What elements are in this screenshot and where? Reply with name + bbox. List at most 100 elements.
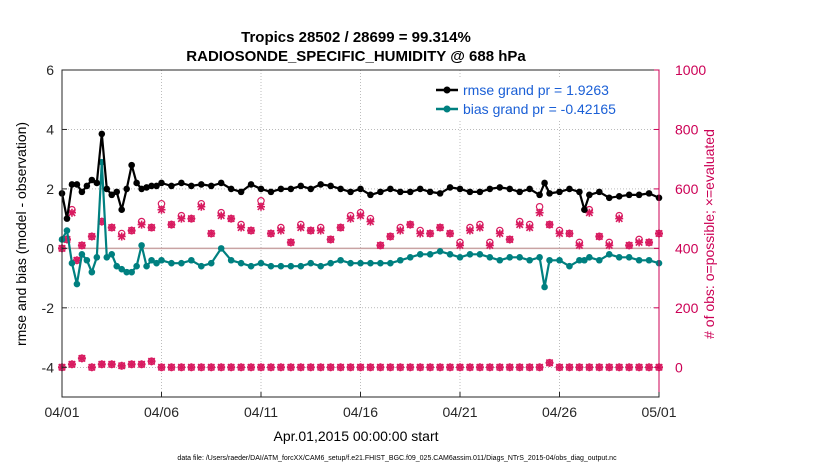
obs-evaluated-marker	[127, 360, 136, 369]
obs-evaluated-marker	[416, 229, 425, 238]
bias-point	[133, 262, 140, 270]
bias-point	[178, 259, 185, 267]
obs-evaluated-marker	[565, 229, 574, 238]
obs-evaluated-marker	[575, 363, 584, 372]
y-tick-label: -2	[42, 300, 55, 316]
obs-evaluated-marker	[177, 214, 186, 223]
rmse-point	[93, 179, 101, 187]
bias-point	[237, 259, 245, 267]
obs-evaluated-marker	[585, 208, 594, 217]
obs-evaluated-marker	[107, 223, 116, 232]
obs-evaluated-marker	[117, 232, 126, 241]
obs-evaluated-marker	[247, 363, 256, 372]
obs-evaluated-marker	[346, 363, 355, 372]
right-y-axis-label: # of obs: o=possible; ×=evaluated	[701, 129, 717, 339]
rmse-point	[133, 179, 140, 187]
obs-evaluated-marker	[286, 238, 295, 247]
rmse-point	[456, 185, 464, 193]
bias-point	[436, 248, 444, 255]
rmse-point	[78, 188, 86, 196]
obs-evaluated-marker	[535, 363, 544, 372]
legend-bias-marker	[443, 105, 451, 113]
right-y-tick-label: 800	[675, 121, 699, 137]
x-tick-label: 04/06	[144, 404, 179, 420]
bias-point	[247, 262, 255, 270]
bias-point	[123, 268, 130, 276]
obs-evaluated-marker	[296, 223, 305, 232]
x-tick-label: 05/01	[641, 404, 676, 420]
rmse-point	[367, 191, 374, 199]
bias-point	[337, 256, 344, 264]
bias-point	[128, 268, 135, 276]
bias-point	[387, 259, 394, 267]
obs-evaluated-marker	[356, 211, 365, 220]
obs-evaluated-marker	[645, 238, 654, 247]
bias-point	[625, 253, 633, 261]
rmse-point	[426, 188, 434, 196]
obs-evaluated-marker	[595, 232, 604, 241]
obs-evaluated-marker	[107, 360, 116, 369]
rmse-point	[466, 188, 474, 196]
bias-point	[103, 253, 111, 261]
obs-evaluated-marker	[286, 363, 295, 372]
obs-evaluated-marker	[386, 363, 395, 372]
x-tick-label: 04/16	[343, 404, 378, 420]
obs-evaluated-marker	[137, 220, 146, 229]
obs-evaluated-marker	[87, 363, 96, 372]
obs-evaluated-marker	[207, 363, 216, 372]
obs-evaluated-marker	[595, 363, 604, 372]
x-axis-label: Apr.01,2015 00:00:00 start	[273, 428, 438, 444]
bias-point	[257, 259, 265, 267]
bias-point	[148, 256, 155, 264]
rmse-point	[138, 185, 145, 193]
bias-point	[108, 251, 116, 258]
bias-point	[506, 253, 514, 261]
obs-evaluated-marker	[227, 214, 236, 223]
bias-point	[546, 256, 553, 264]
bias-point	[297, 262, 305, 270]
obs-evaluated-marker	[465, 363, 474, 372]
obs-evaluated-marker	[386, 232, 395, 241]
bias-point	[168, 259, 175, 267]
obs-evaluated-marker	[266, 229, 275, 238]
obs-evaluated-marker	[346, 214, 355, 223]
chart-title-line-1: Tropics 28502 / 28699 = 99.314%	[241, 29, 471, 46]
obs-evaluated-marker	[406, 220, 415, 229]
rmse-point	[581, 206, 588, 214]
obs-evaluated-marker	[615, 214, 624, 223]
rmse-point	[143, 184, 150, 191]
rmse-point	[596, 188, 603, 196]
obs-evaluated-marker	[72, 256, 81, 265]
rmse-point	[506, 185, 514, 193]
rmse-point	[586, 191, 593, 199]
obs-evaluated-marker	[77, 354, 86, 363]
obs-evaluated-marker	[276, 363, 285, 372]
bias-point	[73, 280, 81, 288]
bias-point	[581, 256, 588, 264]
obs-evaluated-marker	[446, 229, 455, 238]
obs-evaluated-marker	[157, 205, 166, 214]
legend-bias-label: bias grand pr = -0.42165	[463, 101, 616, 117]
obs-evaluated-marker	[217, 211, 226, 220]
obs-evaluated-marker	[426, 363, 435, 372]
obs-evaluated-marker	[515, 363, 524, 372]
obs-evaluated-marker	[137, 360, 146, 369]
obs-evaluated-marker	[217, 363, 226, 372]
obs-evaluated-marker	[406, 363, 415, 372]
obs-evaluated-marker	[525, 223, 534, 232]
obs-evaluated-marker	[555, 363, 564, 372]
bias-point	[541, 283, 548, 291]
bias-point	[367, 259, 374, 267]
rmse-point	[217, 179, 225, 187]
obs-evaluated-marker	[635, 238, 644, 247]
y-tick-label: -4	[42, 359, 55, 375]
obs-evaluated-marker	[187, 363, 196, 372]
obs-evaluated-marker	[207, 229, 216, 238]
rmse-point	[416, 185, 424, 193]
obs-evaluated-marker	[167, 363, 176, 372]
bias-point	[446, 251, 454, 258]
rmse-point	[68, 181, 76, 188]
obs-evaluated-marker	[127, 226, 136, 235]
bias-point	[406, 253, 414, 261]
